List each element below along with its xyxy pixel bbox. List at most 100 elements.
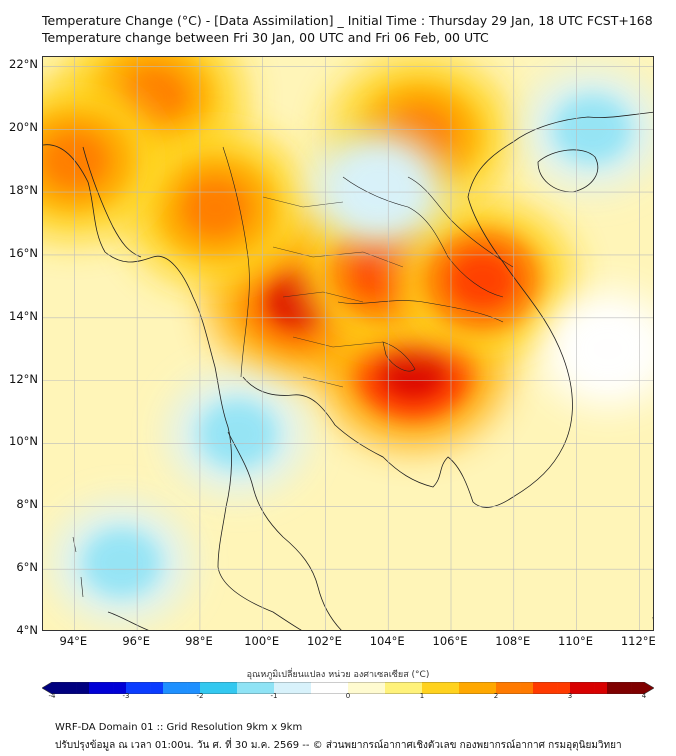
colorbar-segment <box>520 682 534 694</box>
colorbar-tick-label: -1 <box>270 692 278 700</box>
colorbar-segment <box>372 682 386 694</box>
latitude-tick-label: 14°N <box>9 308 38 323</box>
colorbar-segment <box>286 682 299 694</box>
colorbar-tick-label: 3 <box>567 692 573 700</box>
coastlines-and-borders <box>43 111 653 630</box>
arakan-coast <box>82 146 142 258</box>
colorbar-segment <box>409 682 423 694</box>
sumatra-north <box>107 611 149 630</box>
colorbar-segment <box>508 682 521 694</box>
colorbar-segment <box>175 682 188 694</box>
colorbar-segment <box>459 682 472 694</box>
longitude-tick-label: 108°E <box>495 634 531 648</box>
malaysia-borneo-west <box>652 617 653 621</box>
gulf-tonkin-coast <box>512 111 653 143</box>
colorbar <box>41 679 655 695</box>
title-line-1: Temperature Change (°C) - [Data Assimila… <box>42 13 653 28</box>
provinces-mesh <box>262 196 404 388</box>
colorbar-min-extension <box>42 682 52 694</box>
title-line-2: Temperature change between Fri 30 Jan, 0… <box>42 30 489 45</box>
colorbar-tick-label: 4 <box>641 692 647 700</box>
colorbar-segment <box>557 682 571 694</box>
colorbar-segment <box>422 682 435 694</box>
colorbar-segment <box>261 682 275 694</box>
cool-anomaly-8-1 <box>82 528 161 597</box>
colorbar-segment <box>212 682 225 694</box>
colorbar-segment <box>545 682 558 694</box>
longitude-tick-label: 100°E <box>244 634 280 648</box>
colorbar-segment <box>138 682 151 694</box>
colorbar-segment <box>496 682 509 694</box>
laos-vietnam-border <box>407 176 514 268</box>
colorbar-segment <box>533 682 546 694</box>
longitude-tick-label: 106°E <box>432 634 468 648</box>
latitude-tick-label: 12°N <box>9 371 38 386</box>
colorbar-segment <box>249 682 262 694</box>
peninsula-east-coast <box>227 431 342 630</box>
colorbar-segment <box>163 682 176 694</box>
longitude-tick-label: 112°E <box>620 634 656 648</box>
tonle-sap <box>382 341 416 372</box>
gulf-thailand-coast <box>242 376 514 508</box>
colorbar-segment <box>187 682 201 694</box>
colorbar-segment <box>631 682 645 694</box>
cool-anomaly-9-1 <box>198 400 277 469</box>
colorbar-segment <box>224 682 238 694</box>
colorbar-title: อุณหภูมิเปลี่ยนแปลง หน่วย องศาเซลเซียส (… <box>246 670 430 680</box>
longitude-tick-label: 102°E <box>306 634 342 648</box>
thai-lao-border <box>342 176 504 298</box>
colorbar-segment <box>446 682 460 694</box>
cool-anomaly-12-1 <box>568 315 648 384</box>
colorbar-segment <box>483 682 497 694</box>
colorbar-segment <box>471 682 484 694</box>
colorbar-segment <box>607 682 620 694</box>
thai-myanmar-border <box>222 146 250 378</box>
colorbar-segment <box>200 682 213 694</box>
colorbar-segment <box>89 682 102 694</box>
warm-anomaly-7-2 <box>43 130 109 191</box>
longitude-tick-label: 98°E <box>185 634 213 648</box>
warm-anomaly-3-2 <box>447 250 517 311</box>
colorbar-graphic <box>41 681 655 695</box>
latitude-tick-label: 8°N <box>16 497 38 512</box>
latitude-tick-label: 22°N <box>9 57 38 72</box>
longitude-tick-label: 96°E <box>122 634 150 648</box>
colorbar-segment <box>64 682 77 694</box>
map-panel[interactable] <box>42 56 654 631</box>
cambodia-border <box>337 300 504 323</box>
colorbar-segment <box>126 682 139 694</box>
latitude-tick-label: 20°N <box>9 120 38 135</box>
colorbar-segment <box>360 682 373 694</box>
footer-line-1: WRF-DA Domain 01 :: Grid Resolution 9km … <box>55 722 303 733</box>
colorbar-tick-label: 0 <box>345 692 351 700</box>
colorbar-segment <box>237 682 250 694</box>
colorbar-segment <box>385 682 398 694</box>
colorbar-segment <box>348 682 361 694</box>
map-title: Temperature Change (°C) - [Data Assimila… <box>42 12 653 46</box>
colorbar-segment <box>335 682 349 694</box>
colorbar-segment <box>311 682 324 694</box>
colorbar-tick-label: 2 <box>493 692 499 700</box>
colorbar-tick-label: -3 <box>122 692 130 700</box>
warm-anomaly-0-2 <box>378 338 448 399</box>
latitude-tick-label: 16°N <box>9 245 38 260</box>
colorbar-segment <box>76 682 90 694</box>
colorbar-tick-label: -2 <box>196 692 204 700</box>
cool-anomaly-11-1 <box>339 154 418 223</box>
longitude-tick-label: 94°E <box>59 634 88 648</box>
graticule <box>43 57 653 630</box>
longitude-tick-label: 104°E <box>369 634 405 648</box>
colorbar-segment <box>52 682 65 694</box>
colorbar-segment <box>113 682 127 694</box>
colorbar-segment <box>594 682 608 694</box>
colorbar-segment <box>101 682 114 694</box>
latitude-tick-label: 6°N <box>16 560 38 575</box>
latitude-tick-label: 4°N <box>16 623 38 637</box>
colorbar-segment <box>150 682 164 694</box>
colorbar-segment <box>582 682 595 694</box>
colorbar-segment <box>323 682 336 694</box>
temperature-map <box>43 57 653 630</box>
hainan-island <box>537 149 599 193</box>
colorbar-segment <box>298 682 312 694</box>
colorbar-tick-label: 1 <box>419 692 425 700</box>
